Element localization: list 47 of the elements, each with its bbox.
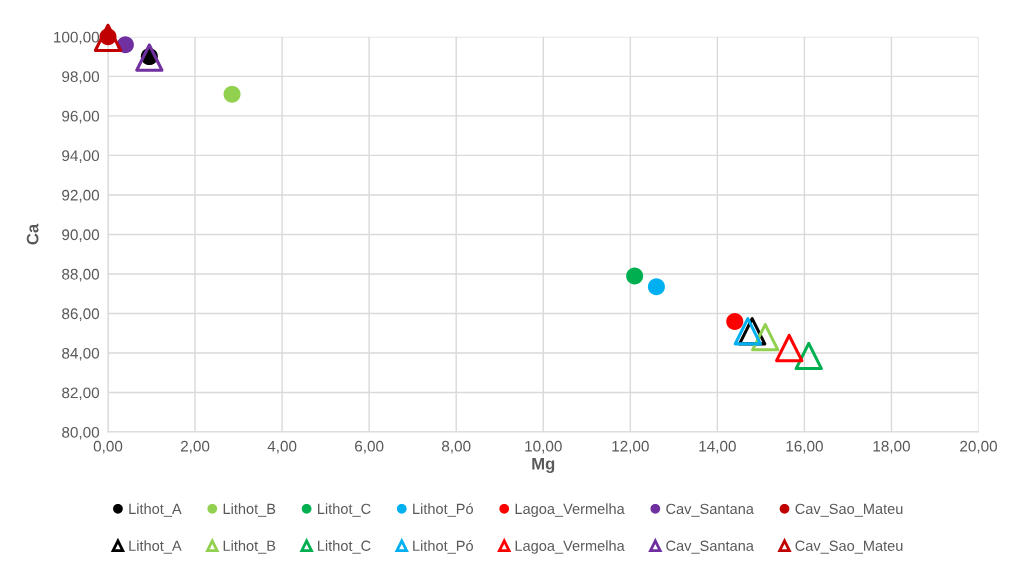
y-tick-label: 80,00 <box>62 426 100 440</box>
x-tick-label: 16,00 <box>786 440 823 454</box>
point <box>733 317 762 346</box>
x-tick-label: 14,00 <box>699 440 736 454</box>
legend-label: Cav_Sao_Mateu <box>795 540 903 554</box>
point <box>775 333 804 363</box>
point <box>626 267 644 285</box>
x-tick-label: 20,00 <box>960 440 998 454</box>
x-tick-label: 0,00 <box>93 440 123 454</box>
legend-label: Cav_Santana <box>666 540 754 554</box>
legend-label: Lithot_C <box>318 540 371 554</box>
y-tick-label: 84,00 <box>62 347 100 361</box>
point <box>223 85 241 103</box>
x-tick-label: 4,00 <box>267 440 297 454</box>
point <box>647 278 665 296</box>
legend-label: Lithot_A <box>129 540 182 554</box>
point <box>794 341 823 371</box>
y-tick-label: 94,00 <box>62 150 100 163</box>
x-tick-label: 12,00 <box>612 440 649 454</box>
legend-label: Lithot_B <box>223 540 276 554</box>
point <box>726 312 744 330</box>
x-tick-label: 18,00 <box>873 440 910 454</box>
y-tick-label: 82,00 <box>62 387 100 401</box>
y-tick-label: 96,00 <box>62 110 100 124</box>
legend-label: Lithot_B <box>223 503 276 517</box>
x-tick-label: 10,00 <box>525 440 562 454</box>
y-tick-label: 90,00 <box>62 229 100 242</box>
x-tick-label: 8,00 <box>442 440 471 454</box>
y-tick-label: 98,00 <box>62 71 100 84</box>
legend-label: Lagoa_Vermelha <box>515 503 625 517</box>
y-axis-title: Ca <box>26 223 39 245</box>
legend-label: Lagoa_Vermelha <box>515 540 625 554</box>
y-tick-label: 100,00 <box>54 31 100 45</box>
legend-label: Cav_Santana <box>666 503 754 517</box>
y-tick-label: 92,00 <box>62 189 100 203</box>
x-tick-label: 6,00 <box>355 440 384 454</box>
point <box>135 43 164 72</box>
x-tick-label: 2,00 <box>180 440 210 454</box>
legend-label: Lithot_A <box>129 503 182 517</box>
legend-label: Lithot_Pó <box>413 503 473 517</box>
legend-label: Lithot_Pó <box>413 540 473 554</box>
x-axis-title: Mg <box>532 457 555 473</box>
legend-label: Lithot_C <box>318 503 371 517</box>
point <box>751 323 780 352</box>
y-tick-label: 86,00 <box>62 308 100 321</box>
y-tick-label: 88,00 <box>62 268 100 282</box>
legend-label: Cav_Sao_Mateu <box>795 503 903 517</box>
